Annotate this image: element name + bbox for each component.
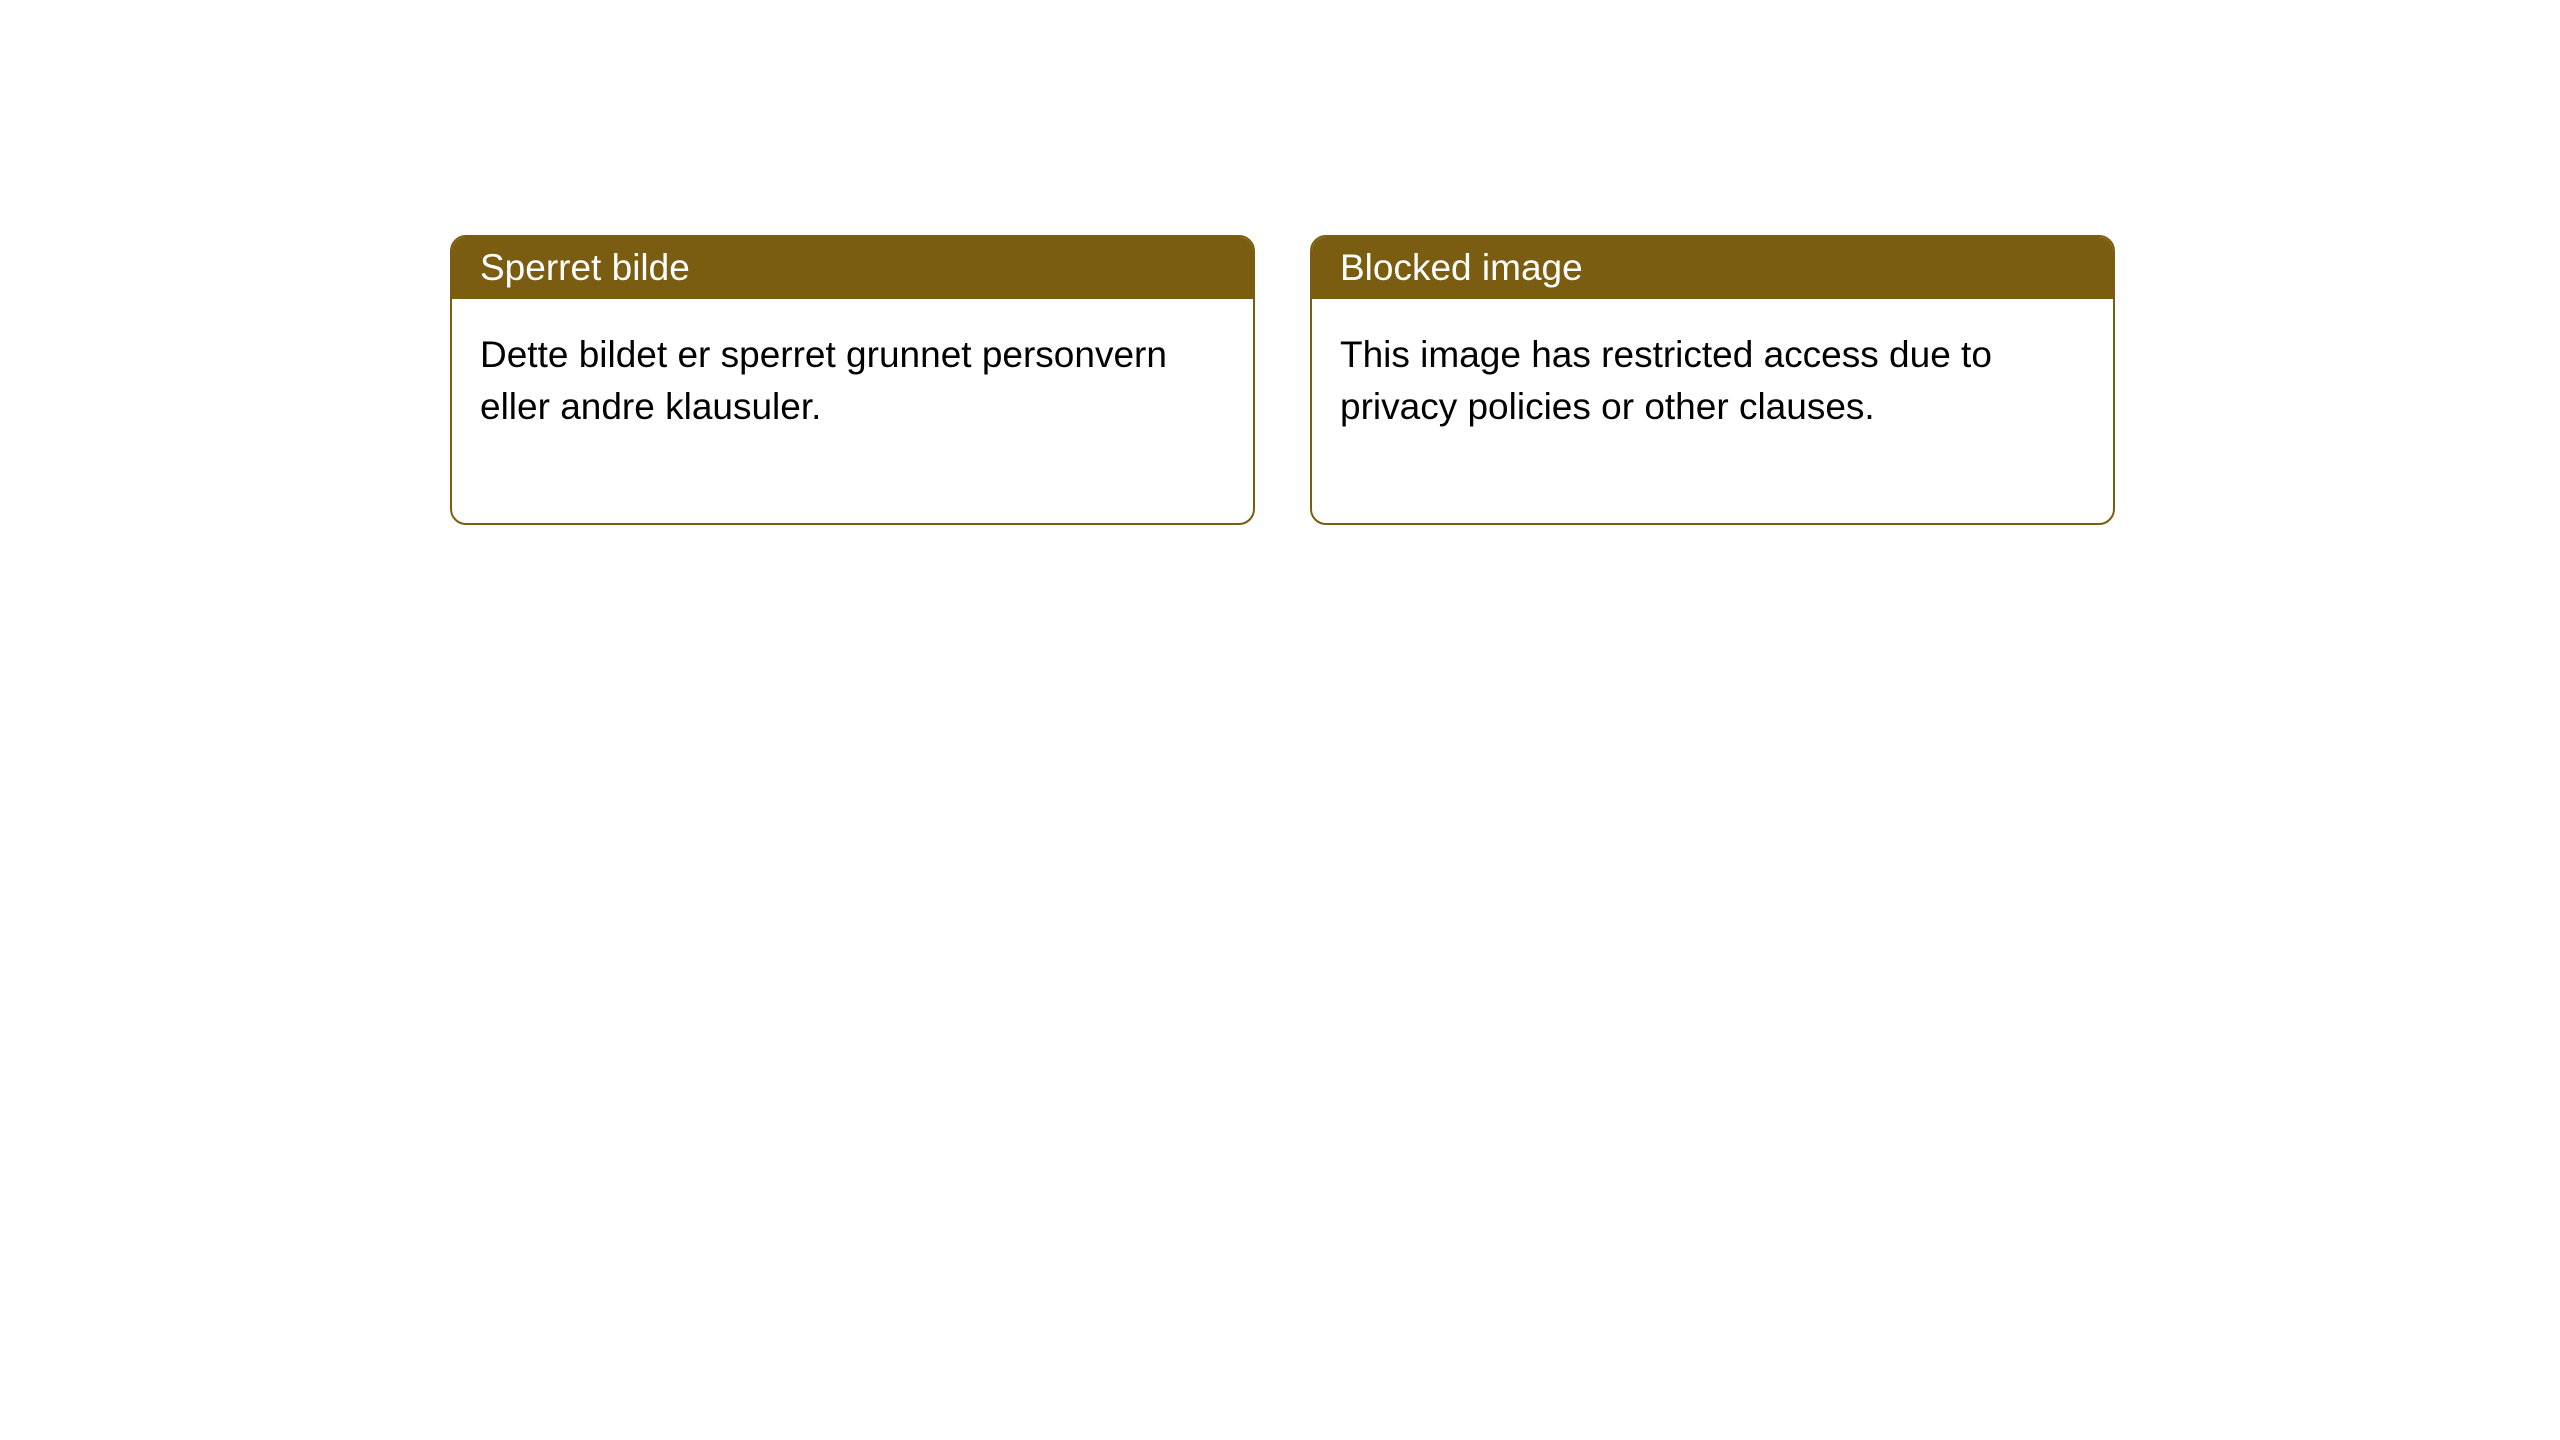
- notice-header: Sperret bilde: [452, 237, 1253, 299]
- notice-body: Dette bildet er sperret grunnet personve…: [452, 299, 1253, 523]
- notice-container: Sperret bilde Dette bildet er sperret gr…: [450, 235, 2115, 525]
- notice-body-text: This image has restricted access due to …: [1340, 334, 1992, 427]
- notice-body-text: Dette bildet er sperret grunnet personve…: [480, 334, 1167, 427]
- notice-title: Blocked image: [1340, 247, 1583, 288]
- notice-title: Sperret bilde: [480, 247, 690, 288]
- notice-header: Blocked image: [1312, 237, 2113, 299]
- notice-card-english: Blocked image This image has restricted …: [1310, 235, 2115, 525]
- notice-body: This image has restricted access due to …: [1312, 299, 2113, 523]
- notice-card-norwegian: Sperret bilde Dette bildet er sperret gr…: [450, 235, 1255, 525]
